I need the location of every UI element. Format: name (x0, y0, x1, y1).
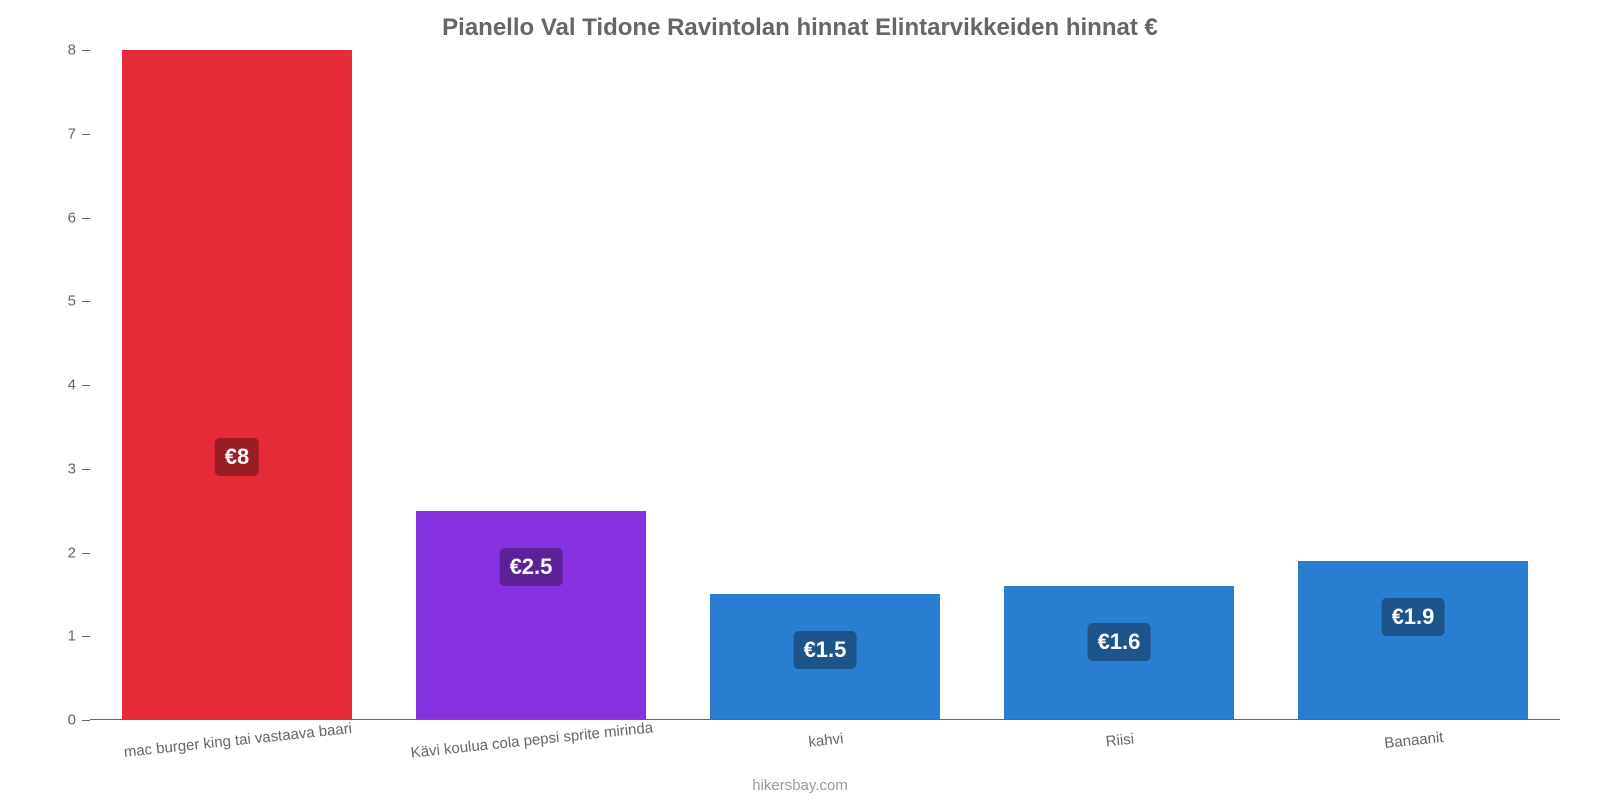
y-tick (82, 553, 90, 554)
chart-title: Pianello Val Tidone Ravintolan hinnat El… (0, 0, 1600, 42)
y-tick-label: 0 (68, 712, 76, 729)
y-tick-label: 7 (68, 125, 76, 142)
y-tick-label: 8 (68, 42, 76, 59)
y-tick-label: 2 (68, 544, 76, 561)
y-tick-label: 1 (68, 628, 76, 645)
x-axis-label: Banaanit (1384, 729, 1445, 752)
bar: €2.5 (416, 511, 645, 720)
y-tick-label: 3 (68, 460, 76, 477)
bar-value-label: €1.6 (1088, 623, 1151, 661)
x-baseline (90, 719, 1560, 720)
x-axis-label: Kävi koulua cola pepsi sprite mirinda (410, 719, 654, 761)
y-tick (82, 50, 90, 51)
bar: €1.5 (710, 594, 939, 720)
y-tick (82, 636, 90, 637)
x-axis-label: Riisi (1105, 731, 1135, 751)
y-tick (82, 134, 90, 135)
bar-value-label: €1.5 (794, 631, 857, 669)
y-tick-label: 4 (68, 377, 76, 394)
bar-value-label: €8 (215, 438, 259, 476)
bar: €1.6 (1004, 586, 1233, 720)
x-axis-label: mac burger king tai vastaava baari (123, 720, 353, 761)
y-tick (82, 720, 90, 721)
bar-value-label: €2.5 (500, 548, 563, 586)
y-tick-label: 6 (68, 209, 76, 226)
plot-area: 012345678 €8€2.5€1.5€1.6€1.9 (90, 50, 1560, 720)
y-tick (82, 385, 90, 386)
bar: €1.9 (1298, 561, 1527, 720)
y-tick (82, 469, 90, 470)
attribution: hikersbay.com (0, 777, 1600, 794)
x-axis-label: kahvi (808, 730, 845, 751)
y-tick (82, 301, 90, 302)
bar: €8 (122, 50, 351, 720)
bar-value-label: €1.9 (1382, 598, 1445, 636)
x-axis-labels: mac burger king tai vastaava baari Kävi k… (90, 722, 1560, 772)
y-tick-label: 5 (68, 293, 76, 310)
bars-container: €8 €2.5 €1.5 €1.6 €1.9 (90, 50, 1560, 720)
y-tick (82, 218, 90, 219)
